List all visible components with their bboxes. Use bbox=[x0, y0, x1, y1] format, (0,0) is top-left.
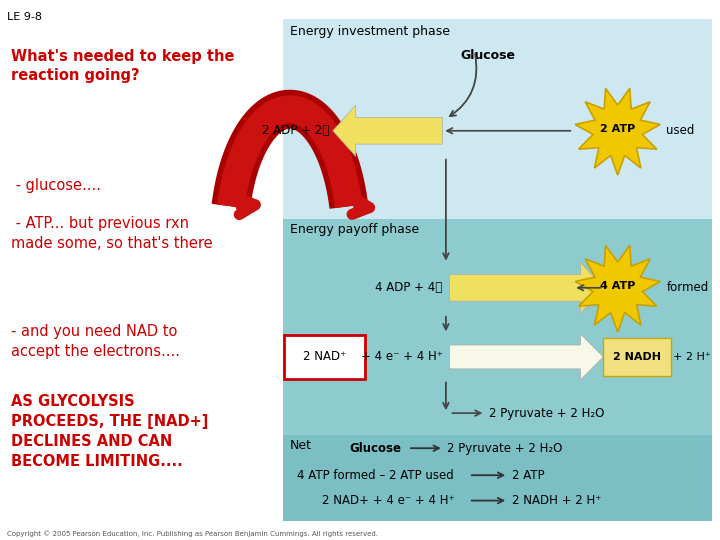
Text: - glucose....: - glucose.... bbox=[11, 178, 101, 193]
FancyBboxPatch shape bbox=[603, 338, 671, 376]
Text: Energy payoff phase: Energy payoff phase bbox=[290, 223, 419, 236]
Text: 4 ADP + 4Ⓟ: 4 ADP + 4Ⓟ bbox=[375, 281, 442, 294]
Polygon shape bbox=[333, 105, 442, 157]
Text: LE 9-8: LE 9-8 bbox=[7, 12, 42, 22]
Text: 2 Pyruvate + 2 H₂O: 2 Pyruvate + 2 H₂O bbox=[489, 407, 604, 420]
Text: + 4 e⁻ + 4 H⁺: + 4 e⁻ + 4 H⁺ bbox=[361, 350, 443, 363]
Text: 2 ATP: 2 ATP bbox=[600, 124, 635, 133]
Text: 2 NAD+ + 4 e⁻ + 4 H⁺: 2 NAD+ + 4 e⁻ + 4 H⁺ bbox=[322, 494, 455, 507]
Text: 4 ATP formed – 2 ATP used: 4 ATP formed – 2 ATP used bbox=[297, 469, 454, 482]
Bar bbox=[283, 19, 712, 219]
Text: 2 ADP + 2Ⓟ: 2 ADP + 2Ⓟ bbox=[262, 124, 329, 137]
Text: What's needed to keep the
reaction going?: What's needed to keep the reaction going… bbox=[11, 49, 234, 83]
Polygon shape bbox=[575, 89, 660, 175]
Text: Net: Net bbox=[290, 439, 312, 452]
Text: 2 NAD⁺: 2 NAD⁺ bbox=[303, 350, 346, 363]
Bar bbox=[283, 435, 712, 521]
Bar bbox=[283, 219, 712, 435]
Text: - ATP... but previous rxn
made some, so that's there: - ATP... but previous rxn made some, so … bbox=[11, 216, 212, 251]
Text: + 2 H⁺: + 2 H⁺ bbox=[672, 352, 711, 362]
Text: 2 NADH + 2 H⁺: 2 NADH + 2 H⁺ bbox=[512, 494, 601, 507]
Text: Energy investment phase: Energy investment phase bbox=[290, 25, 450, 38]
Text: - and you need NAD to
accept the electrons....: - and you need NAD to accept the electro… bbox=[11, 324, 180, 359]
Text: used: used bbox=[666, 124, 695, 137]
Text: Copyright © 2005 Pearson Education, Inc. Publishing as Pearson Benjamin Cummings: Copyright © 2005 Pearson Education, Inc.… bbox=[7, 531, 378, 537]
Text: 2 NADH: 2 NADH bbox=[613, 352, 661, 362]
FancyBboxPatch shape bbox=[284, 335, 365, 379]
Text: Glucose: Glucose bbox=[460, 49, 516, 62]
Text: 4 ATP: 4 ATP bbox=[600, 281, 635, 291]
Text: 2 Pyruvate + 2 H₂O: 2 Pyruvate + 2 H₂O bbox=[447, 442, 563, 455]
Text: AS GLYCOLYSIS
PROCEEDS, THE [NAD+]
DECLINES AND CAN
BECOME LIMITING....: AS GLYCOLYSIS PROCEEDS, THE [NAD+] DECLI… bbox=[11, 394, 208, 469]
Polygon shape bbox=[575, 245, 660, 332]
Text: 2 ATP: 2 ATP bbox=[512, 469, 544, 482]
Text: Glucose: Glucose bbox=[350, 442, 402, 455]
Polygon shape bbox=[449, 262, 603, 313]
Polygon shape bbox=[449, 334, 603, 380]
Text: formed: formed bbox=[666, 281, 708, 294]
